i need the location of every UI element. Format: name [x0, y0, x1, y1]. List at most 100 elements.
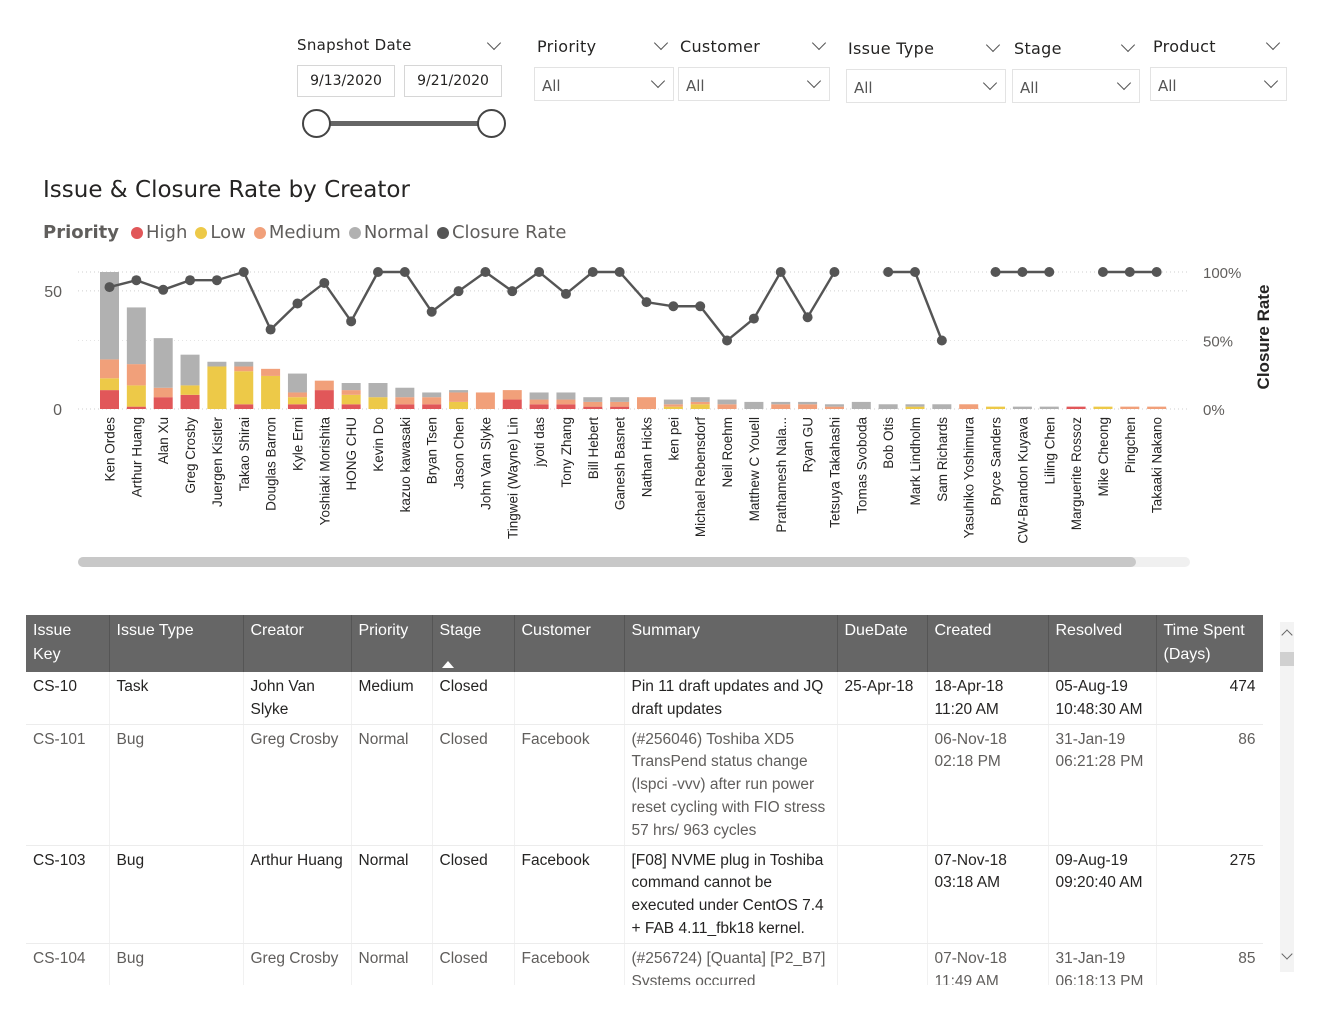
x-tick-label: Mark Lindholm [908, 417, 923, 506]
col-header-stage-label: Stage [439, 622, 482, 639]
cell-summary: Pin 11 draft updates and JQ draft update… [624, 672, 838, 725]
product-dropdown[interactable]: All [1150, 67, 1287, 101]
date-range-slider-track[interactable] [318, 121, 493, 126]
cell-stage: Closed [432, 845, 515, 944]
priority-slicer-title: Priority [537, 37, 597, 56]
col-header-priority[interactable]: Priority [351, 615, 433, 672]
bar-segment-normal [180, 354, 200, 386]
closure-rate-point [373, 267, 383, 277]
bar-segment-medium [234, 366, 254, 372]
col-header-summary[interactable]: Summary [624, 615, 838, 672]
chevron-down-icon[interactable] [653, 35, 669, 51]
table-scrollbar-track[interactable] [1280, 622, 1294, 972]
bar-segment-medium [717, 404, 737, 409]
bar-segment-medium [771, 404, 791, 409]
col-header-customer[interactable]: Customer [514, 615, 625, 672]
chevron-down-icon [982, 75, 998, 91]
table-scrollbar-thumb[interactable] [1280, 652, 1294, 666]
legend-item-high[interactable]: High [131, 222, 187, 243]
x-tick-label: kazuo kawasaki [398, 417, 413, 512]
chevron-down-icon[interactable] [486, 35, 502, 51]
cell-created: 18-Apr-18 11:20 AM [927, 672, 1049, 725]
x-tick-label: Tomas Svoboda [854, 417, 869, 514]
bar-segment-high [341, 404, 361, 409]
col-header-created[interactable]: Created [927, 615, 1049, 672]
issue-type-dropdown-value: All [854, 79, 873, 97]
cell-summary: (#256724) [Quanta] [P2_B7] Systems occur… [624, 943, 838, 985]
cell-summary: [F08] NVME plug in Toshiba command canno… [624, 845, 838, 944]
cell-created: 06-Nov-18 02:18 PM [927, 724, 1049, 846]
cell-duedate [837, 845, 928, 944]
stage-dropdown[interactable]: All [1012, 69, 1140, 103]
closure-rate-point [292, 298, 303, 309]
legend-item-low[interactable]: Low [195, 222, 246, 243]
bar-segment-medium [314, 380, 334, 391]
chart-scrollbar-thumb[interactable] [78, 557, 1136, 567]
slider-start-handle[interactable] [302, 109, 331, 138]
closure-rate-point [668, 301, 679, 312]
x-tick-label: Matthew C Youell [747, 417, 762, 521]
start-date-input[interactable]: 9/13/2020 [297, 65, 395, 97]
priority-dropdown[interactable]: All [534, 67, 674, 101]
slider-end-handle[interactable] [477, 109, 506, 138]
legend-item-medium[interactable]: Medium [253, 222, 341, 243]
bar-segment-normal [100, 272, 119, 360]
cell-time-spent: 275 [1156, 845, 1263, 944]
x-tick-label: Tetsuya Takahashi [827, 417, 842, 528]
cell-creator: Arthur Huang [243, 845, 352, 944]
x-tick-label: Michael Rebensdorf [693, 417, 708, 537]
issue-type-dropdown[interactable]: All [846, 69, 1006, 103]
x-tick-label: Douglas Barron [264, 417, 279, 511]
y2-tick-label: 100% [1203, 265, 1241, 282]
bar-segment-high [610, 406, 630, 409]
issue-closure-chart[interactable]: 0 50 0% 50% 100% Closure Rate Ken Ordes Arthur … [0, 250, 1319, 550]
chevron-down-icon[interactable] [985, 37, 1001, 53]
bar-segment-medium [100, 359, 119, 379]
cell-priority: Normal [351, 845, 433, 944]
bar-segment-normal [878, 404, 898, 409]
col-header-duedate[interactable]: DueDate [837, 615, 928, 672]
cell-stage: Closed [432, 943, 515, 985]
legend-item-closure-rate[interactable]: Closure Rate [436, 222, 566, 243]
bar-segment-normal [824, 404, 844, 407]
x-tick-label: Kyle Erni [290, 417, 305, 471]
x-tick-label: CW-Brandon Kuyava [1015, 417, 1030, 544]
col-header-time-spent[interactable]: Time Spent (Days) [1156, 615, 1263, 672]
legend-label-high: High [146, 222, 188, 243]
closure-rate-point [211, 275, 222, 286]
closure-rate-point [910, 267, 920, 277]
bar-segment-high [1066, 406, 1086, 409]
col-header-creator[interactable]: Creator [243, 615, 352, 672]
col-header-resolved[interactable]: Resolved [1048, 615, 1157, 672]
col-header-stage[interactable]: Stage [432, 615, 515, 672]
x-tick-label: Nathan Hicks [640, 417, 655, 498]
cell-priority: Medium [351, 672, 433, 725]
table-row[interactable]: CS-103 Bug Arthur Huang Normal Closed Fa… [26, 845, 1263, 944]
cell-issue-type: Bug [109, 943, 244, 985]
y2-tick-label: 0% [1203, 402, 1225, 419]
chevron-down-icon[interactable] [1120, 37, 1136, 53]
customer-dropdown[interactable]: All [678, 67, 830, 101]
chevron-down-icon[interactable] [1265, 35, 1281, 51]
chevron-down-icon[interactable] [811, 35, 827, 51]
table-row[interactable]: CS-10 Task John Van Slyke Medium Closed … [26, 672, 1263, 725]
x-tick-label: Yasuhiko Yoshimura [962, 417, 977, 539]
x-tick-label: Bryan Tsen [425, 417, 440, 484]
y-tick-label: 50 [44, 284, 62, 301]
x-tick-label: Ganesh Basnet [613, 417, 628, 510]
legend-dot-medium [253, 226, 266, 239]
bar-segment-normal [798, 401, 818, 405]
table-row[interactable]: CS-104 Bug Greg Crosby Normal Closed Fac… [26, 943, 1263, 985]
end-date-input[interactable]: 9/21/2020 [404, 65, 502, 97]
cell-time-spent: 85 [1156, 943, 1263, 985]
x-tick-label: Yoshiaki Morishita [317, 417, 332, 526]
x-tick-label: Prathamesh Nala... [774, 417, 789, 533]
closure-rate-point [319, 277, 330, 288]
col-header-issue-key[interactable]: Issue Key [26, 615, 110, 672]
x-tick-label: Arthur Huang [129, 417, 144, 497]
table-row[interactable]: CS-101 Bug Greg Crosby Normal Closed Fac… [26, 724, 1263, 846]
bar-segment-low [905, 406, 925, 409]
legend-item-normal[interactable]: Normal [348, 222, 429, 243]
bar-segment-low [100, 378, 119, 391]
col-header-issue-type[interactable]: Issue Type [109, 615, 244, 672]
